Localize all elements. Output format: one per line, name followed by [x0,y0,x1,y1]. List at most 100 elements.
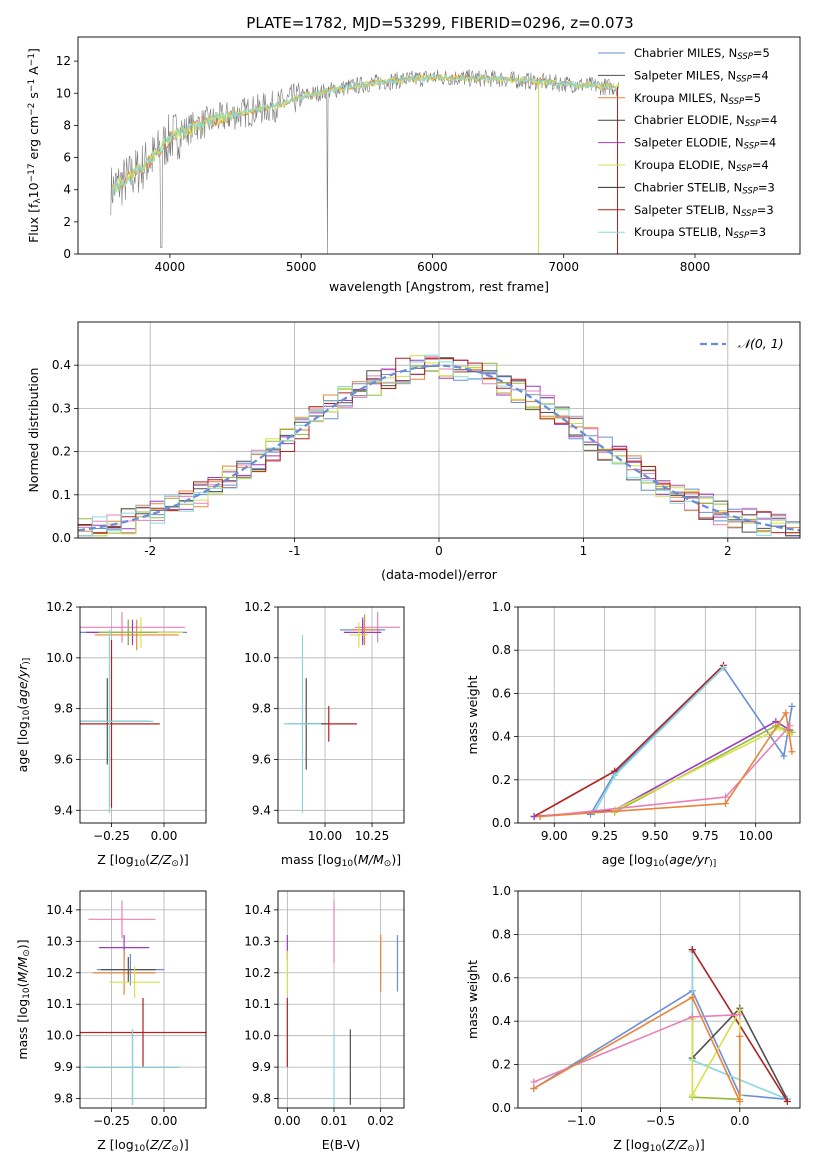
label-part: ( [15,705,30,710]
legend-entry-part: =3 [758,180,775,194]
x-axis-label: E(B-V) [322,1137,361,1152]
series-line [540,725,791,818]
x-tick-label: 0.00 [151,1114,178,1128]
y-axis-label: Flux [fλ10−17 erg cm−2 s−1 A−1] [26,48,43,243]
series-line [691,1007,741,1099]
label-part: −1 [27,79,37,92]
x-tick-label: 8000 [680,260,711,274]
legend-entry: Chabrier STELIB, NSSP=3 [634,180,775,196]
errorbar-point [283,634,322,813]
x-tick-label: −0.25 [93,829,130,843]
x-axis-label: Z [log10(Z/Z⊙)] [97,852,188,869]
data-point-marker [536,813,544,821]
y-tick-label: 10.3 [46,934,73,948]
errorbar-point [92,950,156,995]
x-tick-label: -2 [144,544,156,558]
y-tick-label: 9.8 [252,1092,271,1106]
axes-frame [517,890,801,1109]
errorbar-point [98,619,158,646]
legend-entry-part: SSP [736,164,752,174]
legend-entry: Kroupa ELODIE, NSSP=4 [634,158,769,174]
errorbar-group [286,900,399,1108]
x-tick-label: 10.25 [355,829,389,843]
errorbar-point [101,957,156,983]
label-part: 10 [134,859,146,869]
y-tick-label: 10.1 [46,997,73,1011]
data-point-marker [688,946,696,954]
y-tick-label: 10.4 [244,903,271,917]
legend-entry: Salpeter STELIB, NSSP=3 [634,203,774,219]
panel-spectrum: 4000 5000 6000 7000 8000 0 2 4 6 8 10 12 wavelength … [26,36,801,294]
axes-frame [79,890,207,1109]
panel-residuals: -2 -1 0 1 2 0.0 0.1 0.2 0.3 0.4 𝒩(0, 1) (data-model… [26,321,801,582]
label-part: Z [log [97,852,133,867]
errorbar-group [283,612,401,813]
label-part: 10 [26,182,41,198]
legend-entry-part: SSP [745,119,761,129]
legend-entry-part: SSP [736,75,752,85]
data-point-marker [688,1091,696,1099]
y-tick-label: 0.8 [492,643,511,657]
y-tick-label: 10.0 [244,651,271,665]
label-part: 10 [134,1144,146,1154]
label-part: )] [179,1137,189,1152]
x-tick-label: 5000 [286,260,317,274]
legend-entry-part: SSP [742,187,758,197]
y-axis-label: mass [log10(M/M⊙)] [15,939,32,1059]
label-part: erg cm [26,116,41,164]
data-point-marker [736,1011,744,1019]
label-part: 10 [650,1144,662,1154]
label-part: 10 [22,987,32,999]
y-tick-label: 9.4 [252,803,271,817]
y-tick-label: 1.0 [492,884,511,898]
legend-entry-part: =4 [752,68,769,82]
data-point-marker [780,752,788,760]
y-tick-label: 0.3 [52,401,71,415]
observed-spectrum-line [110,69,620,254]
legend-entry: 𝒩(0, 1) [738,336,784,351]
x-tick-label: 6000 [417,260,448,274]
panel-mass_weight_vs_Z: −1.0 −0.5 0.0 0.0 0.2 0.4 0.6 0.8 1.0 Z [log10(Z/… [465,884,801,1154]
y-tick-label: 10.0 [46,651,73,665]
x-axis-label: (data-model)/error [381,567,498,582]
legend-entry: Salpeter ELODIE, NSSP=4 [634,136,776,152]
x-tick-label: 10.00 [308,829,342,843]
x-axis-label: Z [log10(Z/Z⊙)] [613,1137,704,1154]
data-point-marker [736,1097,744,1105]
legend-entry-part: Kroupa STELIB, N [634,225,734,239]
label-part: ⊙ [384,859,392,869]
axes-frame [277,606,405,824]
data-point-marker [776,724,784,732]
data-point-marker [530,1078,538,1086]
y-tick-label: 0.4 [52,358,71,372]
label-part: 10 [653,859,665,869]
y-tick-label: 8 [63,118,71,132]
data-point-marker [788,702,796,710]
y-tick-label: 0 [63,247,71,261]
errorbar-point [80,612,185,643]
legend-entry-part: =3 [757,203,774,217]
x-axis-label: wavelength [Angstrom, rest frame] [329,279,549,294]
legend-entry-part: Kroupa MILES, N [634,91,729,105]
label-part: )] [15,939,30,949]
y-axis-label: mass weight [465,960,480,1039]
y-tick-label: 9.8 [252,702,271,716]
label-part: ⊙ [171,859,179,869]
x-tick-label: 9.75 [692,829,719,843]
label-part: 10 [342,859,354,869]
plot-area [110,69,620,254]
errorbar-point [355,612,401,643]
y-tick-label: 6 [63,151,71,165]
axes-frame [277,890,405,1109]
legend-entry-part: =4 [759,136,776,150]
legend-entry-part: SSP [744,142,760,152]
data-point-marker [782,709,790,717]
label-part: λ [33,198,43,204]
plot-area [530,661,796,821]
y-tick-label: 10.4 [46,903,73,917]
label-part: −2 [27,103,37,116]
label-part: )] [391,852,401,867]
data-point-marker [688,993,696,1001]
x-tick-label: 9.00 [541,829,568,843]
errorbar-group [80,612,188,813]
